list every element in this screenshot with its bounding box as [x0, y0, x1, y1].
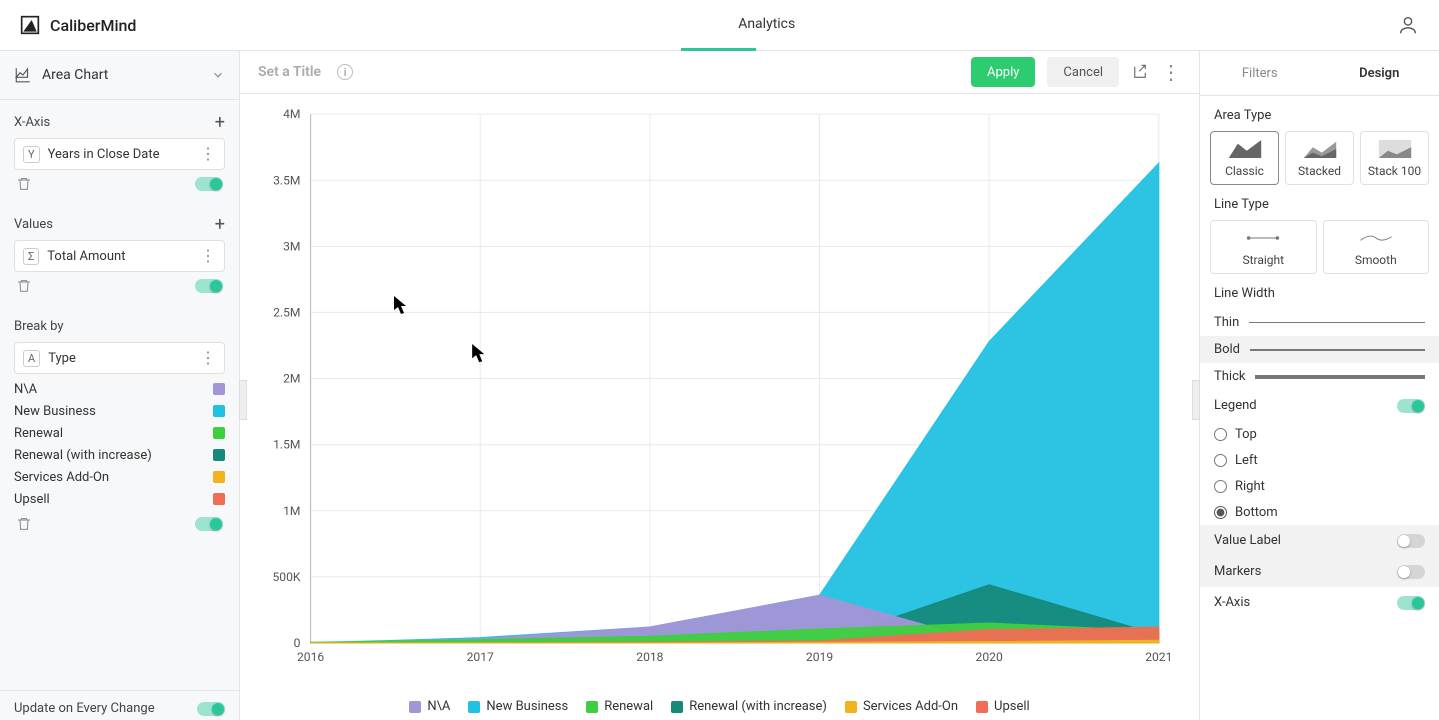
- line-type-smooth[interactable]: Smooth: [1323, 220, 1430, 274]
- svg-text:2019: 2019: [806, 650, 833, 664]
- markers-toggle[interactable]: [1397, 565, 1425, 579]
- values-pill-menu[interactable]: ⋮: [200, 248, 216, 264]
- chart-type-label: Area Chart: [42, 67, 201, 83]
- breakby-item[interactable]: Renewal (with increase): [14, 444, 225, 466]
- line-width-title: Line Width: [1200, 274, 1439, 309]
- xaxis-toggle[interactable]: [195, 177, 223, 191]
- line-type-straight[interactable]: Straight: [1210, 220, 1317, 274]
- chevron-down-icon: [211, 68, 225, 82]
- chart-title-input[interactable]: Set a Title: [258, 64, 321, 80]
- values-toggle[interactable]: [195, 279, 223, 293]
- breakby-item[interactable]: N\A: [14, 378, 225, 400]
- info-icon[interactable]: i: [337, 64, 353, 80]
- legend-item[interactable]: N\A: [409, 699, 450, 714]
- legend-item[interactable]: Renewal (with increase): [671, 699, 827, 714]
- xaxis-badge: Y: [23, 146, 40, 163]
- line-width-bold[interactable]: Bold: [1200, 336, 1439, 363]
- xaxis-opt-title: X-Axis: [1214, 595, 1250, 610]
- xaxis-pill-menu[interactable]: ⋮: [200, 146, 216, 162]
- svg-text:2016: 2016: [297, 650, 324, 664]
- xaxis-opt-toggle[interactable]: [1397, 596, 1425, 610]
- values-badge: Σ: [23, 248, 39, 265]
- area-type-stack100[interactable]: Stack 100: [1360, 131, 1429, 185]
- trash-icon[interactable]: [16, 516, 32, 532]
- brand-logo-icon: [20, 15, 40, 35]
- line-width-thick[interactable]: Thick: [1200, 363, 1439, 390]
- svg-text:2.5M: 2.5M: [273, 306, 300, 320]
- svg-text:500K: 500K: [272, 570, 300, 584]
- legend-position-left[interactable]: Left: [1214, 447, 1425, 473]
- tab-filters[interactable]: Filters: [1200, 51, 1320, 95]
- values-pill-label: Total Amount: [47, 249, 192, 264]
- brand: CaliberMind: [20, 15, 136, 35]
- breakby-pill[interactable]: A Type ⋮: [14, 342, 225, 374]
- svg-text:1.5M: 1.5M: [273, 438, 300, 452]
- more-menu[interactable]: ⋮: [1161, 62, 1181, 82]
- legend-toggle[interactable]: [1397, 399, 1425, 413]
- cancel-button[interactable]: Cancel: [1047, 57, 1119, 87]
- breakby-badge: A: [23, 350, 40, 367]
- legend-position-right[interactable]: Right: [1214, 473, 1425, 499]
- add-xaxis-button[interactable]: +: [215, 112, 225, 133]
- line-type-title: Line Type: [1200, 185, 1439, 220]
- brand-name: CaliberMind: [50, 16, 136, 35]
- svg-text:0: 0: [294, 636, 301, 650]
- xaxis-pill[interactable]: Y Years in Close Date ⋮: [14, 138, 225, 170]
- add-values-button[interactable]: +: [215, 214, 225, 235]
- line-width-thin[interactable]: Thin: [1200, 309, 1439, 336]
- area-chart[interactable]: 0 500K 1M 1.5M 2M 2.5M 3M 3.5M 4M 2016 2017 2018 201…: [250, 104, 1179, 684]
- legend-position-top[interactable]: Top: [1214, 421, 1425, 447]
- svg-text:1M: 1M: [283, 504, 300, 518]
- legend-item[interactable]: Services Add-On: [845, 699, 958, 714]
- legend-item[interactable]: New Business: [468, 699, 568, 714]
- update-on-change-toggle[interactable]: [197, 702, 225, 716]
- area-type-title: Area Type: [1200, 96, 1439, 131]
- legend-item[interactable]: Upsell: [976, 699, 1030, 714]
- update-on-change-label: Update on Every Change: [14, 701, 155, 716]
- breakby-item[interactable]: Upsell: [14, 488, 225, 510]
- xaxis-title: X-Axis: [14, 115, 50, 130]
- values-pill[interactable]: Σ Total Amount ⋮: [14, 240, 225, 272]
- values-title: Values: [14, 217, 53, 232]
- markers-title: Markers: [1214, 564, 1261, 579]
- svg-text:2021: 2021: [1145, 650, 1172, 664]
- legend-title: Legend: [1214, 398, 1257, 413]
- collapse-right-handle[interactable]: [1192, 380, 1200, 420]
- export-icon[interactable]: [1131, 63, 1149, 81]
- trash-icon[interactable]: [16, 176, 32, 192]
- svg-text:2020: 2020: [976, 650, 1003, 664]
- value-label-toggle[interactable]: [1397, 534, 1425, 548]
- area-chart-icon: [14, 66, 32, 84]
- value-label-title: Value Label: [1214, 533, 1281, 548]
- breakby-item[interactable]: Renewal: [14, 422, 225, 444]
- area-type-classic[interactable]: Classic: [1210, 131, 1279, 185]
- breakby-item[interactable]: Services Add-On: [14, 466, 225, 488]
- svg-text:2017: 2017: [467, 650, 494, 664]
- svg-text:2M: 2M: [283, 372, 300, 386]
- trash-icon[interactable]: [16, 278, 32, 294]
- apply-button[interactable]: Apply: [971, 57, 1035, 87]
- chart-type-selector[interactable]: Area Chart: [0, 51, 239, 100]
- svg-text:2018: 2018: [636, 650, 663, 664]
- tab-analytics[interactable]: Analytics: [738, 16, 795, 35]
- breakby-pill-label: Type: [48, 351, 192, 366]
- user-icon[interactable]: [1397, 14, 1419, 36]
- legend-position-bottom[interactable]: Bottom: [1214, 499, 1425, 525]
- area-type-stacked[interactable]: Stacked: [1285, 131, 1354, 185]
- breakby-title: Break by: [14, 319, 64, 334]
- chart-legend: N\A New Business Renewal Renewal (with incr…: [240, 694, 1199, 720]
- breakby-toggle[interactable]: [195, 517, 223, 531]
- breakby-pill-menu[interactable]: ⋮: [200, 350, 216, 366]
- collapse-left-handle[interactable]: [239, 380, 247, 420]
- svg-text:3M: 3M: [283, 239, 300, 253]
- xaxis-pill-label: Years in Close Date: [48, 147, 192, 162]
- svg-text:3.5M: 3.5M: [273, 173, 300, 187]
- legend-item[interactable]: Renewal: [586, 699, 653, 714]
- tab-design[interactable]: Design: [1320, 51, 1439, 95]
- breakby-item[interactable]: New Business: [14, 400, 225, 422]
- svg-text:4M: 4M: [283, 107, 300, 121]
